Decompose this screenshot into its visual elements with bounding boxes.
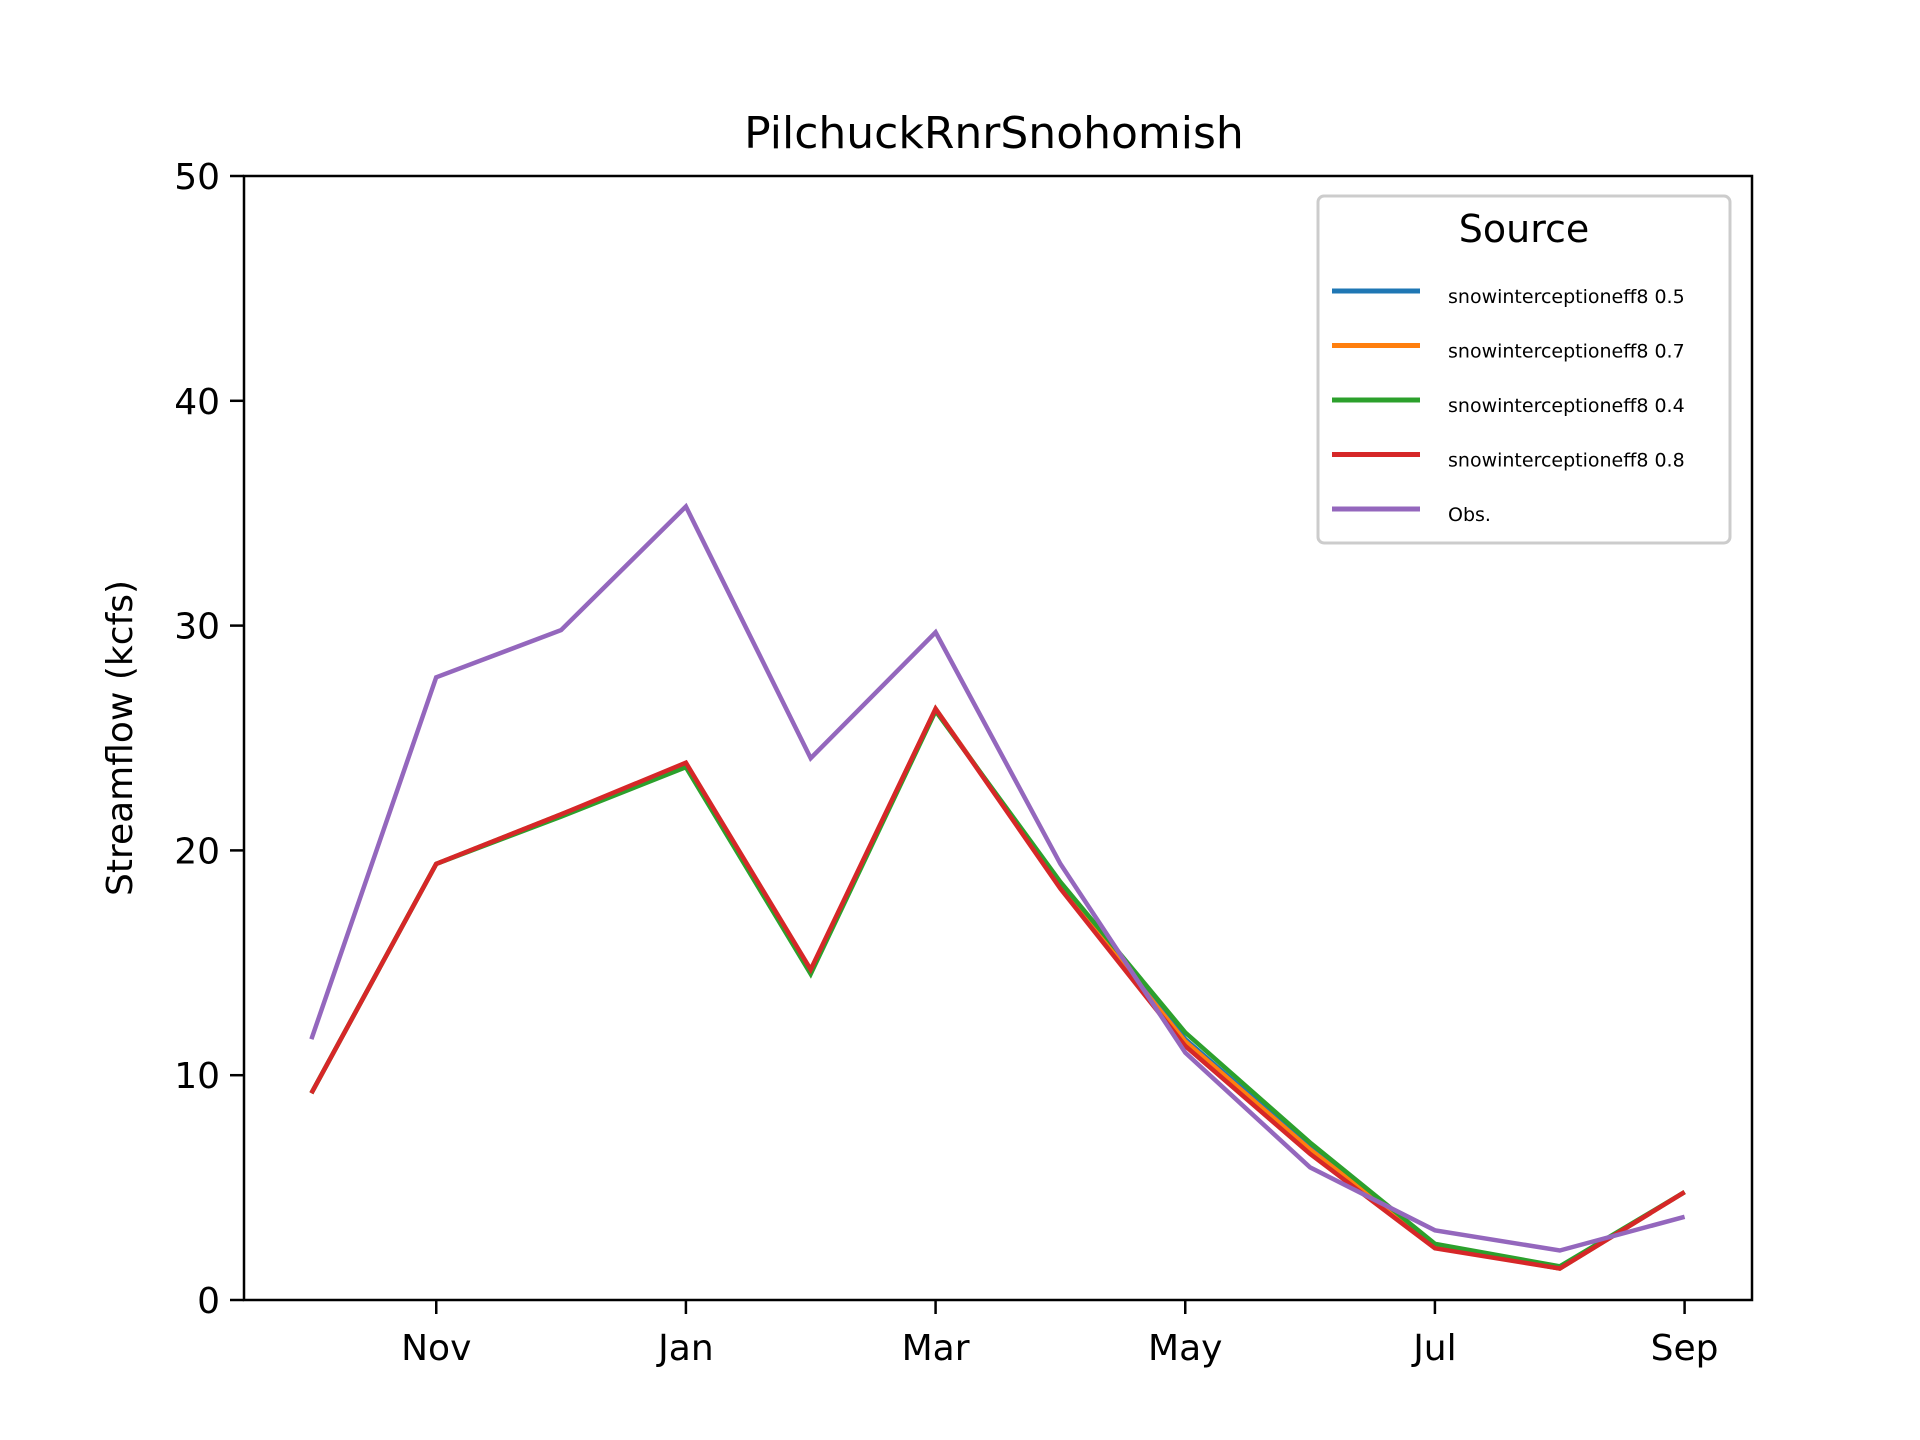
legend-items: snowinterceptioneff8 0.5 snowinterception… [1332,286,1685,526]
y-tick-label: 30 [174,607,220,648]
legend-label-4: Obs. [1448,504,1491,526]
series-line-4 [309,502,1686,1253]
x-tick-label: Sep [1651,1328,1719,1369]
legend-label-0: snowinterceptioneff8 0.5 [1448,286,1685,308]
chart-title: PilchuckRnrSnohomish [744,108,1244,159]
series-line-2 [309,706,1686,1269]
x-tick-label: Jul [1411,1328,1456,1369]
x-tick-label: Nov [401,1328,471,1369]
y-axis: 0 10 20 30 40 50 [174,157,244,1322]
y-tick-label: 0 [197,1281,220,1322]
legend-box [1316,194,1732,545]
y-tick-label: 50 [174,157,220,198]
y-tick-label: 40 [174,382,220,423]
legend-label-3: snowinterceptioneff8 0.8 [1448,450,1685,472]
series-line-3 [309,704,1686,1271]
x-tick-label: Mar [902,1328,970,1369]
y-tick-label: 20 [174,831,220,872]
series-lines [309,502,1686,1271]
x-tick-label: Jan [656,1328,714,1369]
y-tick-label: 10 [174,1056,220,1097]
plot-frame [242,174,1754,1302]
x-tick-label: May [1148,1328,1222,1369]
legend-label-2: snowinterceptioneff8 0.4 [1448,395,1685,417]
legend-title: Source [1459,207,1590,251]
x-axis: Nov Jan Mar May Jul Sep [401,1300,1719,1369]
legend-label-1: snowinterceptioneff8 0.7 [1448,341,1685,363]
y-axis-label: Streamflow (kcfs) [100,580,141,896]
legend: Source snowinterceptioneff8 0.5snowinter… [1316,194,1732,545]
